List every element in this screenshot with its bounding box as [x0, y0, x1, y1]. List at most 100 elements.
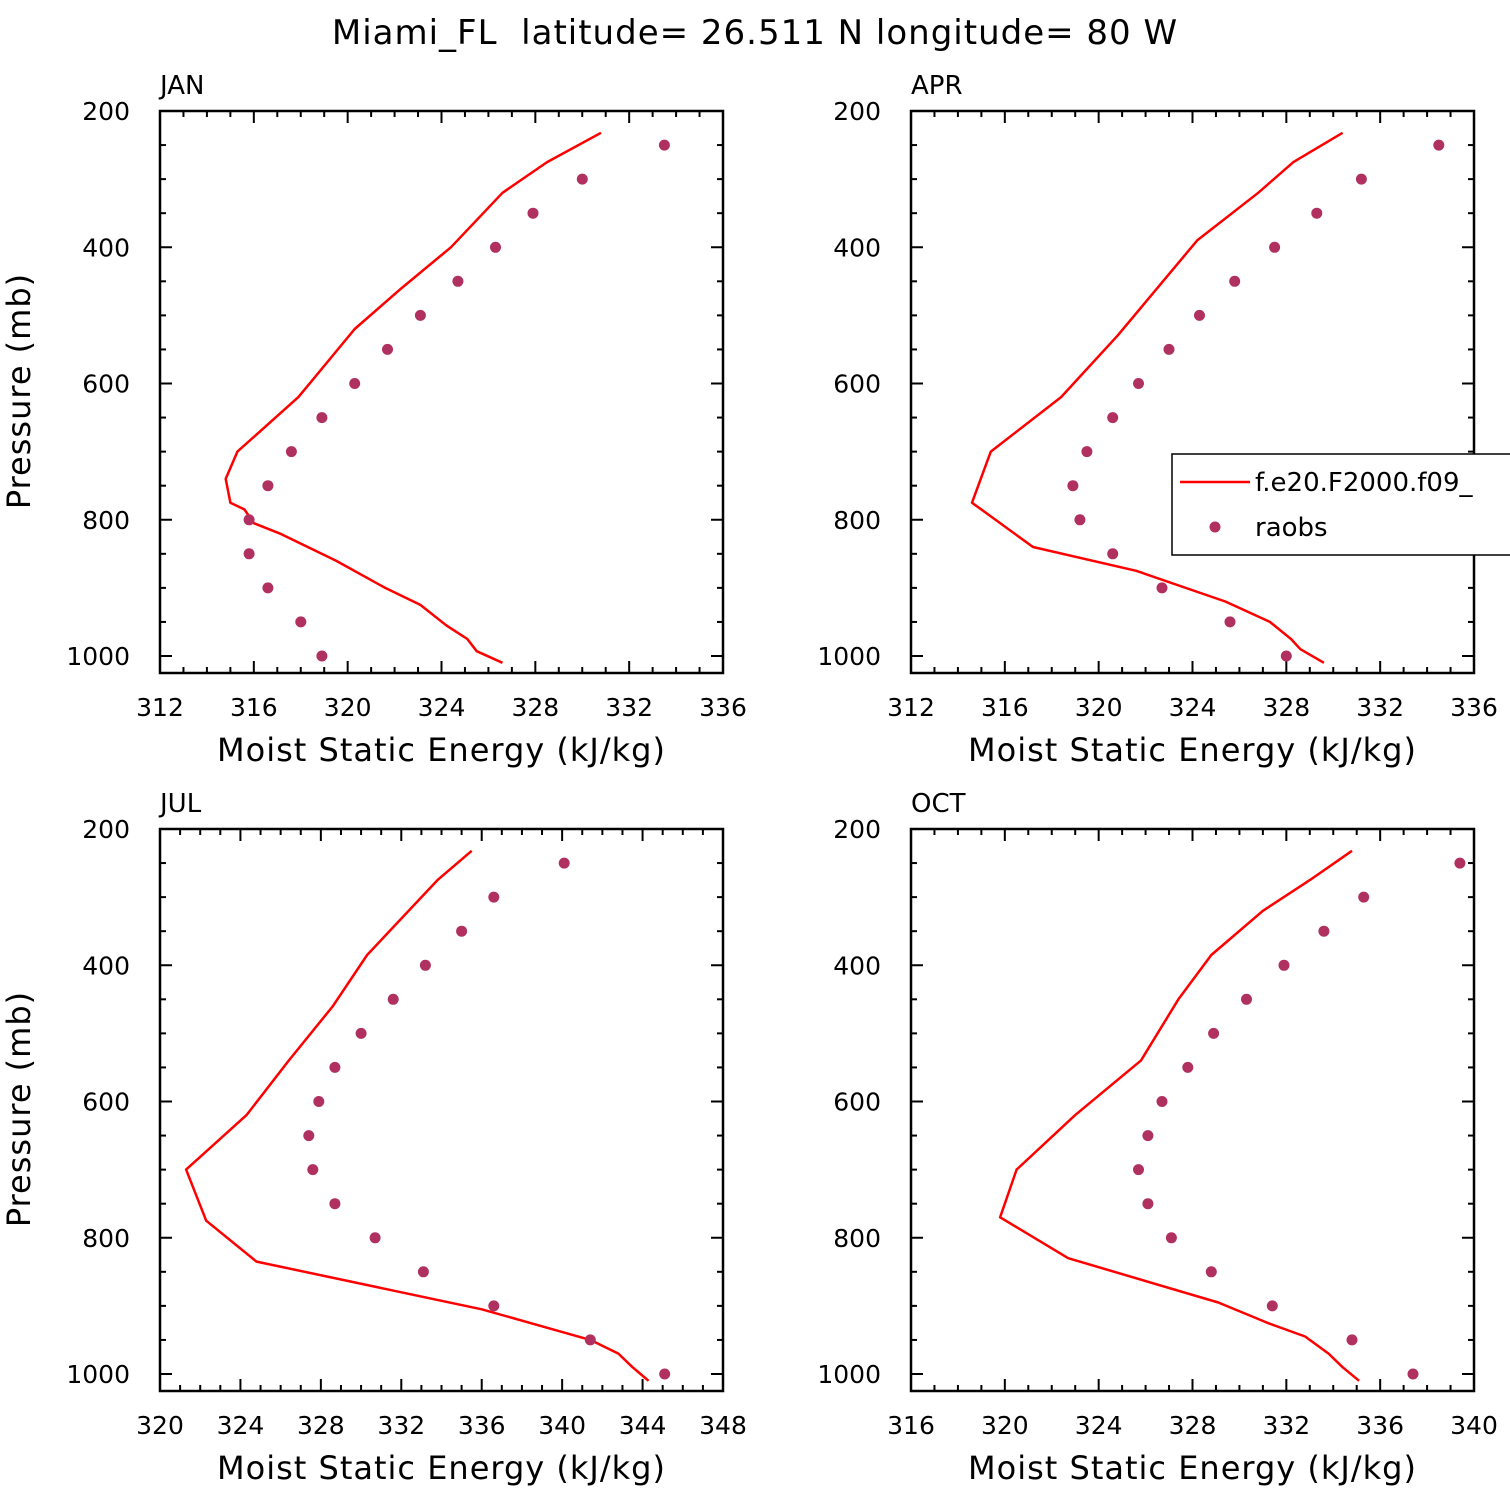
raobs-point — [456, 925, 468, 937]
raobs-point — [419, 959, 431, 971]
x-tick-label: 324 — [1075, 1411, 1123, 1440]
panel-apr: APR 312 316 320 324 328 332 336 200 400 600 800 1000… — [817, 71, 1497, 769]
raobs-point — [313, 1096, 325, 1107]
raobs-point — [349, 378, 361, 389]
raobs-point — [262, 480, 274, 492]
x-tick-label: 336 — [699, 693, 747, 722]
raobs-point — [1074, 514, 1086, 526]
x-tick-label: 324 — [1169, 693, 1217, 722]
x-axis-label: Moist Static Energy (kJ/kg) — [968, 731, 1417, 769]
figure-title: Miami_FL latitude= 26.511 N longitude= 8… — [332, 13, 1178, 53]
model-series-line — [970, 131, 1344, 664]
x-tick-label: 332 — [1262, 1411, 1310, 1440]
raobs-point — [417, 1266, 429, 1278]
y-tick-label: 600 — [82, 1088, 130, 1117]
raobs-point — [1407, 1368, 1419, 1380]
raobs-point — [1278, 959, 1290, 971]
x-tick-label: 316 — [887, 1411, 935, 1440]
raobs-point — [1241, 993, 1252, 1005]
raobs-point — [303, 1130, 315, 1142]
y-tick-label: 600 — [82, 370, 130, 399]
x-tick-label: 336 — [1356, 1411, 1404, 1440]
raobs-point — [243, 514, 255, 526]
x-tick-label: 340 — [1450, 1411, 1498, 1440]
raobs-point — [329, 1198, 341, 1210]
raobs-point — [1156, 1096, 1168, 1107]
panel-title: OCT — [911, 789, 966, 819]
raobs-point — [1205, 1266, 1217, 1278]
legend: f.e20.F2000.f09_raobs — [1171, 453, 1510, 556]
plot-frame — [909, 827, 1476, 1393]
raobs-point — [1081, 446, 1093, 458]
raobs-point — [307, 1164, 319, 1176]
raobs-point — [387, 993, 399, 1005]
raobs-point — [1269, 241, 1281, 253]
x-axis-label: Moist Static Energy (kJ/kg) — [968, 1449, 1417, 1487]
raobs-point — [1266, 1300, 1278, 1312]
raobs-point — [316, 412, 328, 424]
raobs-point — [382, 343, 393, 355]
raobs-point — [488, 1300, 500, 1312]
raobs-point — [1142, 1198, 1154, 1210]
plot-frame — [158, 827, 725, 1393]
y-tick-label: 400 — [833, 233, 881, 262]
panel-title: JUL — [158, 789, 202, 819]
raobs-point — [584, 1334, 596, 1346]
y-tick-label: 800 — [833, 1224, 881, 1253]
x-tick-label: 336 — [458, 1411, 506, 1440]
x-tick-label: 320 — [1075, 693, 1123, 722]
y-tick-label: 800 — [82, 506, 130, 535]
raobs-point — [659, 1368, 671, 1380]
y-tick-label: 200 — [833, 97, 881, 126]
raobs-point — [1433, 139, 1445, 151]
raobs-point — [1208, 1027, 1220, 1039]
raobs-point — [355, 1027, 367, 1039]
panel-jul: JUL 320 324 328 332 336 340 344 348 200 400 600 800 1… — [0, 789, 747, 1487]
raobs-point — [1318, 925, 1330, 937]
raobs-point — [414, 309, 426, 321]
raobs-point — [527, 207, 539, 219]
raobs-point — [1133, 378, 1144, 389]
raobs-point — [1107, 548, 1119, 560]
x-tick-label: 328 — [1169, 1411, 1217, 1440]
x-axis-label: Moist Static Energy (kJ/kg) — [217, 1449, 666, 1487]
raobs-point — [1067, 480, 1079, 492]
raobs-point — [316, 650, 328, 662]
y-tick-label: 1000 — [817, 642, 881, 671]
x-tick-label: 328 — [1262, 693, 1310, 722]
raobs-point — [1224, 616, 1236, 628]
y-tick-label: 400 — [82, 233, 130, 262]
y-tick-label: 200 — [833, 815, 881, 844]
panel-oct: OCT 316 320 324 328 332 336 340 200 400 600 800 1000… — [817, 789, 1497, 1487]
raobs-point — [295, 616, 307, 628]
x-tick-label: 328 — [297, 1411, 345, 1440]
x-tick-label: 348 — [699, 1411, 747, 1440]
raobs-point — [1454, 857, 1466, 869]
y-tick-label: 400 — [82, 951, 130, 980]
raobs-point — [1311, 207, 1323, 219]
x-tick-label: 332 — [1356, 693, 1404, 722]
plot-frame — [158, 109, 725, 675]
y-tick-label: 400 — [833, 951, 881, 980]
raobs-point — [452, 275, 464, 287]
model-series-line — [184, 849, 650, 1382]
raobs-point — [1346, 1334, 1358, 1346]
legend-obs-label: raobs — [1255, 513, 1328, 543]
x-tick-label: 312 — [136, 693, 184, 722]
x-tick-label: 340 — [538, 1411, 586, 1440]
x-tick-label: 316 — [981, 693, 1029, 722]
y-tick-label: 600 — [833, 370, 881, 399]
y-tick-label: 200 — [82, 97, 130, 126]
y-tick-label: 200 — [82, 815, 130, 844]
x-tick-label: 336 — [1450, 693, 1498, 722]
raobs-point — [558, 857, 570, 869]
raobs-point — [1182, 1061, 1194, 1073]
y-tick-label: 1000 — [66, 642, 130, 671]
model-series-line — [998, 849, 1360, 1382]
raobs-point — [1355, 173, 1367, 185]
raobs-point — [1280, 650, 1292, 662]
raobs-point — [576, 173, 588, 185]
panel-title: JAN — [158, 71, 204, 101]
raobs-point — [488, 891, 500, 903]
